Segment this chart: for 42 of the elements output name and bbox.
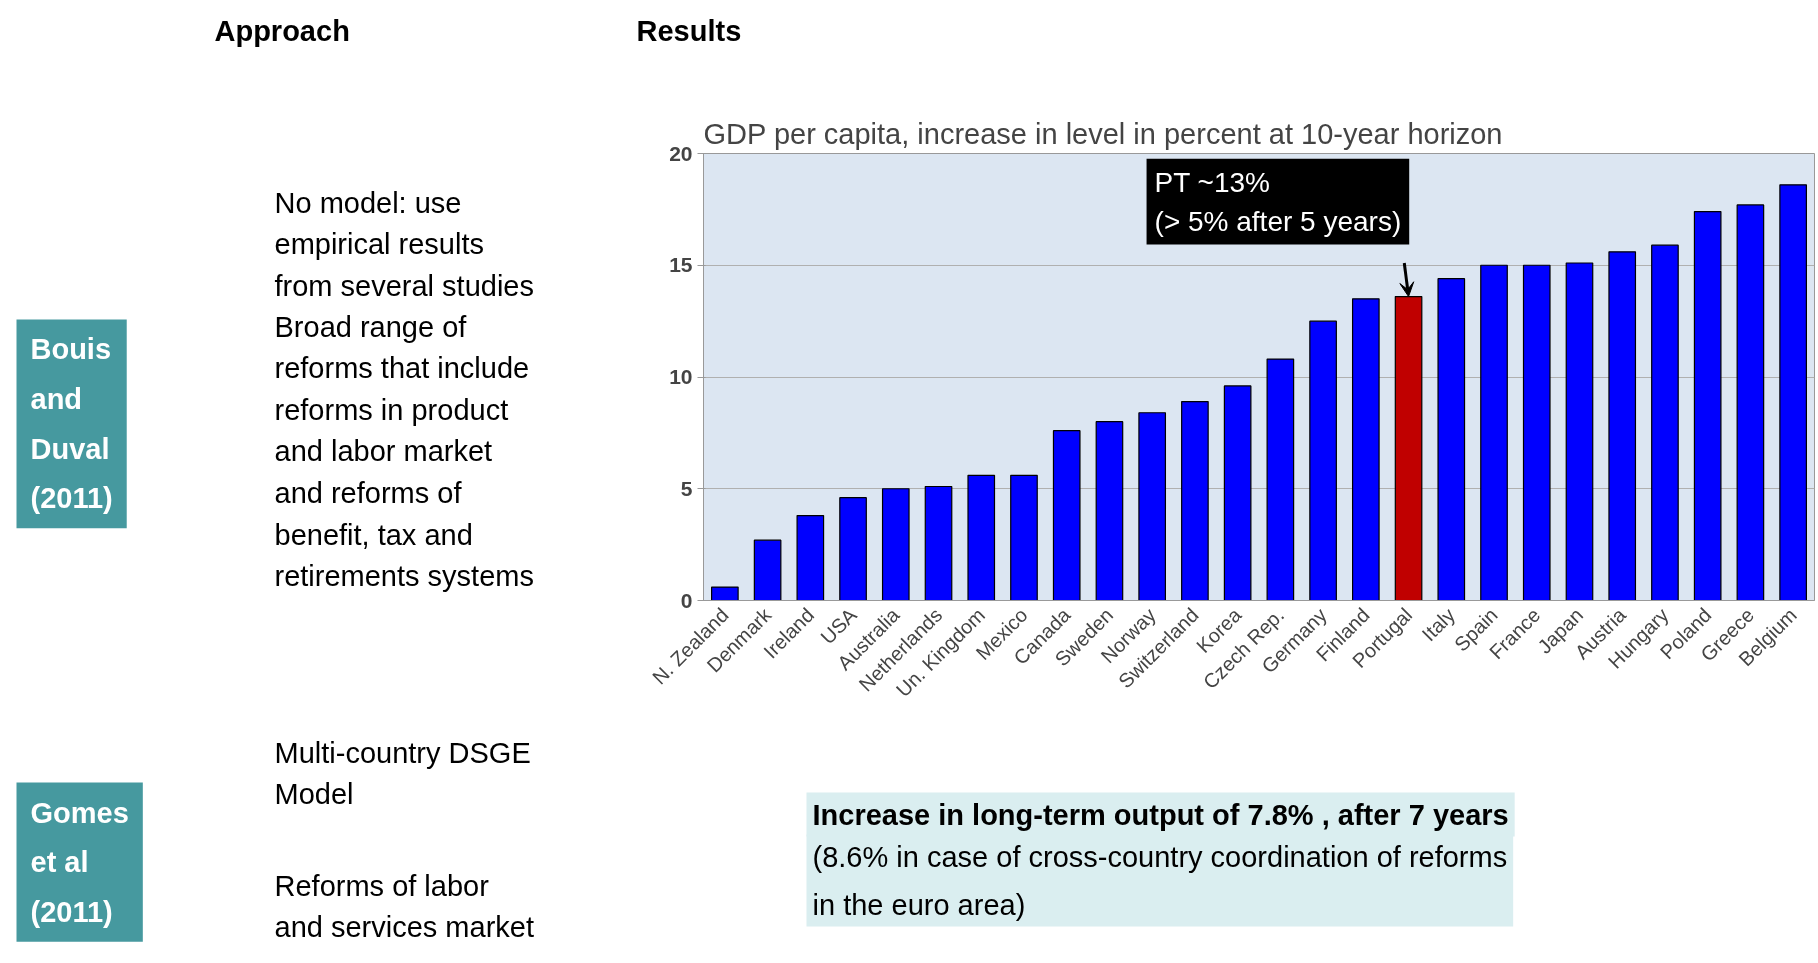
- bar: [1351, 298, 1380, 601]
- text: Bouis and Duval (2011): [30, 333, 113, 515]
- text: Broad range of reforms that include reforms in product and labor market and reforms of benefit, tax and retirements systems: [274, 310, 534, 593]
- chart-title: GDP per capita, increase in level in percent at 10-year horizon: [703, 117, 1503, 150]
- bar: [1138, 412, 1167, 601]
- y-tick-label: 5: [680, 476, 693, 500]
- bar: [1651, 244, 1679, 601]
- bar: [1565, 262, 1594, 601]
- y-tick-label: 15: [669, 253, 693, 277]
- text: Multi-country DSGE Model: [274, 736, 531, 811]
- bar: [839, 497, 867, 601]
- text: Results: [636, 14, 742, 47]
- y-tick-label: 0: [680, 588, 693, 612]
- annotation: PT ~13% (> 5% after 5 years): [1154, 166, 1402, 237]
- bar: [1480, 264, 1508, 601]
- y-tick-label: 20: [669, 141, 693, 165]
- bar: [1522, 264, 1551, 601]
- y-tick-label: 10: [669, 365, 693, 388]
- text: Reforms of labor and services market: [274, 869, 534, 944]
- text: Gomes et al (2011): [30, 796, 129, 928]
- bar: [1052, 430, 1081, 601]
- bar: [1095, 421, 1124, 601]
- bar: [796, 514, 825, 601]
- bar: [1608, 251, 1637, 601]
- bar: [1736, 204, 1765, 601]
- bar: [1693, 211, 1722, 601]
- bar: [1437, 278, 1466, 601]
- bar: [1181, 400, 1209, 601]
- bar: [967, 474, 996, 601]
- text: No model: use empirical results from several studies: [274, 186, 534, 302]
- bar: [711, 586, 739, 601]
- bar: [1010, 474, 1038, 601]
- bar: [881, 488, 910, 601]
- text: (8.6% in case of cross-country coordination of reforms in the euro area): [812, 840, 1508, 921]
- bar: [1779, 184, 1807, 601]
- bar: [753, 539, 782, 601]
- text: Approach: [214, 14, 350, 47]
- bar: [1223, 385, 1252, 601]
- bar: [1266, 358, 1295, 601]
- text: Increase in long-term output of 7.8% , after 7 years: [812, 798, 1509, 831]
- bar: [924, 485, 953, 601]
- bar: [1309, 320, 1337, 601]
